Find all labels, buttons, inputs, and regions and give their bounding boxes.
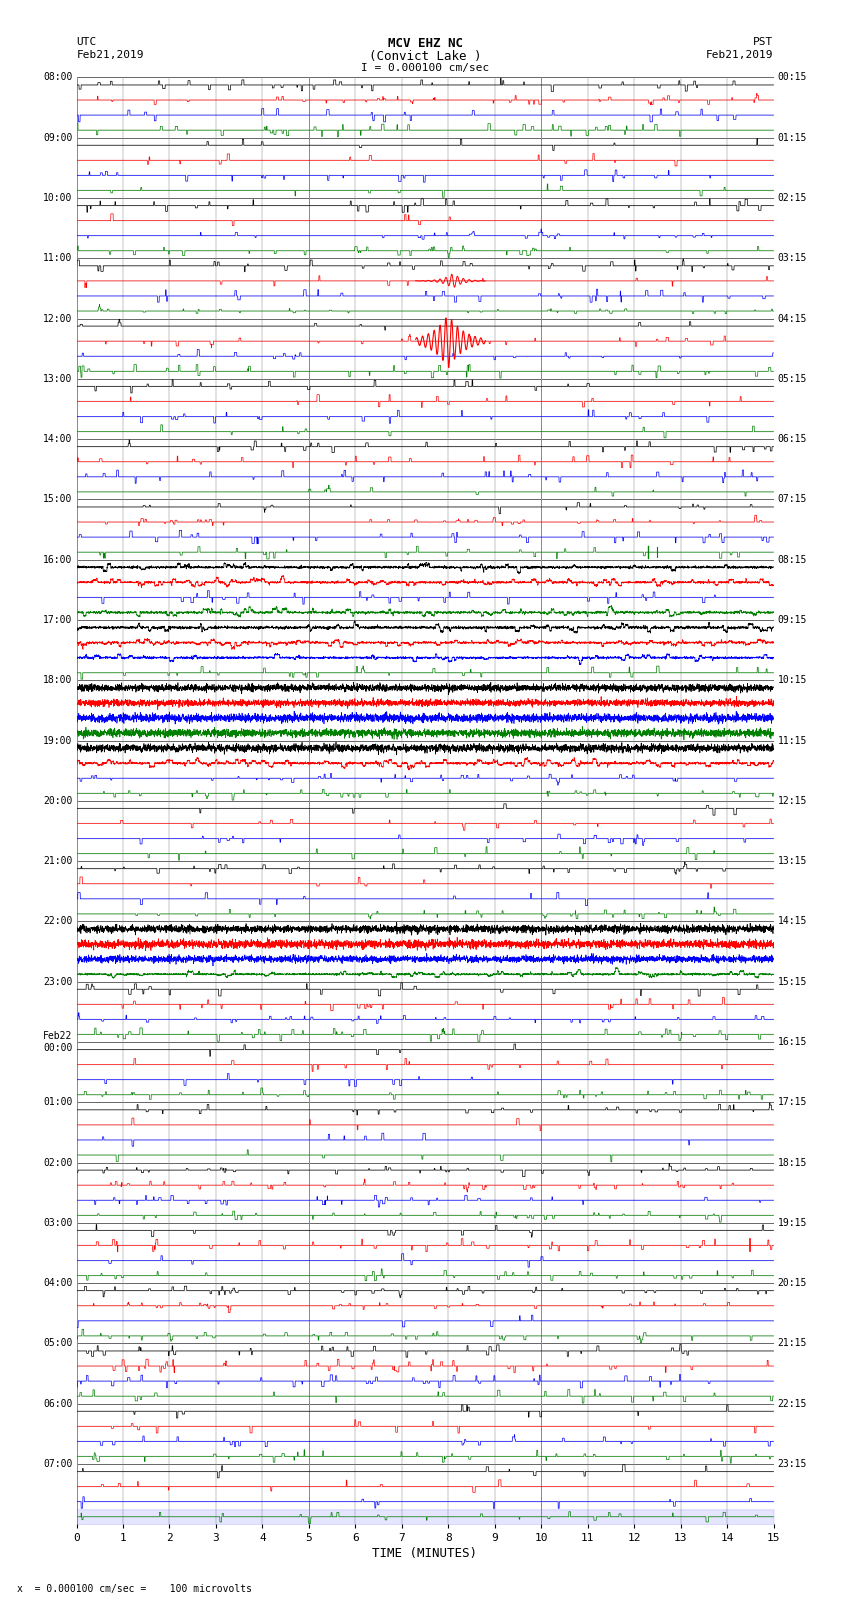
X-axis label: TIME (MINUTES): TIME (MINUTES) <box>372 1547 478 1560</box>
Text: I = 0.000100 cm/sec: I = 0.000100 cm/sec <box>361 63 489 73</box>
Text: MCV EHZ NC: MCV EHZ NC <box>388 37 462 50</box>
Text: x  = 0.000100 cm/sec =    100 microvolts: x = 0.000100 cm/sec = 100 microvolts <box>17 1584 252 1594</box>
Text: UTC: UTC <box>76 37 97 47</box>
Text: Feb21,2019: Feb21,2019 <box>706 50 774 60</box>
Text: PST: PST <box>753 37 774 47</box>
Text: Feb21,2019: Feb21,2019 <box>76 50 144 60</box>
Text: (Convict Lake ): (Convict Lake ) <box>369 50 481 63</box>
